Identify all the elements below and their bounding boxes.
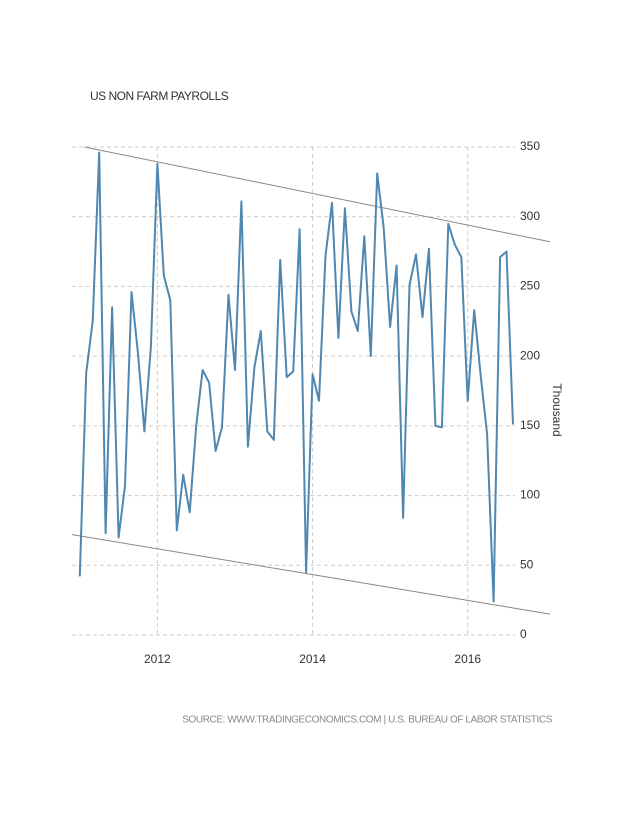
y-tick-label: 350 bbox=[520, 139, 540, 153]
y-tick-label: 150 bbox=[520, 418, 540, 432]
y-tick-label: 100 bbox=[520, 488, 540, 502]
y-tick-label: 0 bbox=[520, 627, 527, 641]
y-tick-label: 200 bbox=[520, 348, 540, 362]
source: SOURCE: WWW.TRADINGECONOMICS.COM | U.S. … bbox=[182, 715, 552, 726]
y-tick-label: 250 bbox=[520, 279, 540, 293]
data-line bbox=[78, 151, 514, 603]
y-axis-label: Thousand bbox=[550, 383, 564, 436]
trend-line bbox=[71, 534, 551, 615]
trend-line bbox=[84, 146, 551, 243]
x-tick-label: 2012 bbox=[144, 652, 171, 666]
chart-title: US NON FARM PAYROLLS bbox=[90, 89, 229, 103]
x-tick-label: 2016 bbox=[454, 652, 481, 666]
x-tick-label: 2014 bbox=[299, 652, 326, 666]
y-tick-label: 50 bbox=[520, 557, 534, 571]
y-tick-label: 300 bbox=[520, 209, 540, 223]
